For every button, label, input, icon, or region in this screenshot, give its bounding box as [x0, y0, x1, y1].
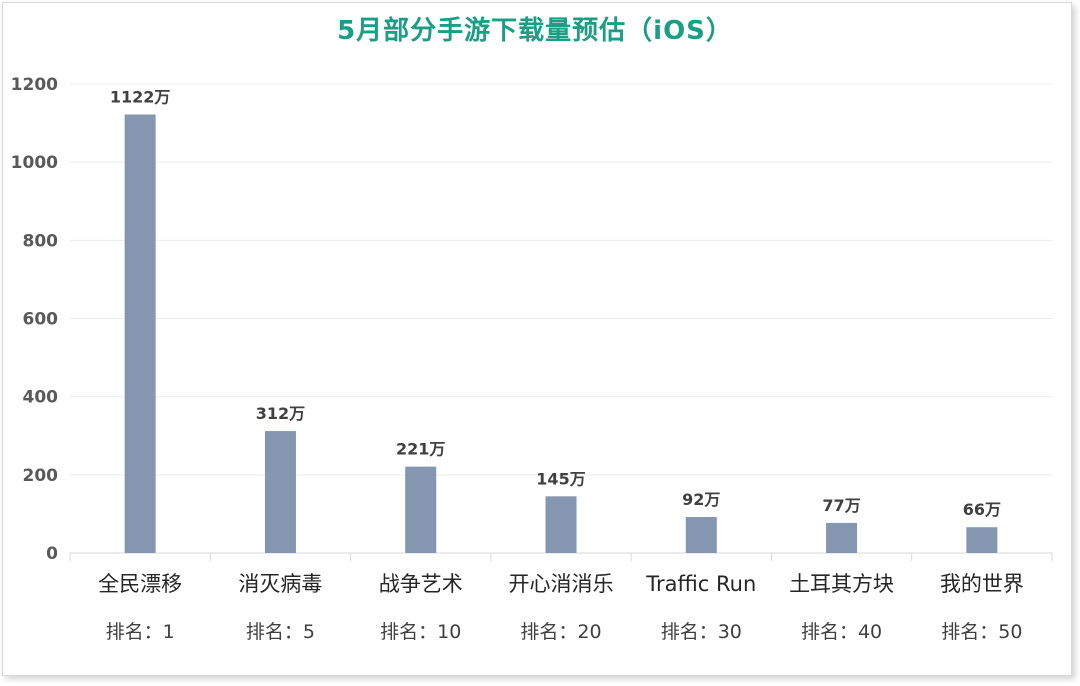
data-label: 66万 — [963, 500, 1001, 519]
rank-label: 排名：40 — [801, 621, 882, 643]
data-label: 312万 — [256, 404, 305, 423]
rank-label: 排名：50 — [941, 621, 1022, 643]
rank-label: 排名：30 — [661, 621, 742, 643]
category-label: 我的世界 — [940, 572, 1024, 596]
category-label: 开心消消乐 — [509, 572, 614, 596]
y-tick-label: 1000 — [11, 153, 58, 173]
category-label: 战争艺术 — [379, 572, 463, 596]
y-tick-label: 600 — [23, 310, 59, 330]
chart-frame — [2, 2, 1072, 676]
bar — [826, 522, 858, 553]
bar — [405, 466, 437, 553]
category-label: 消灭病毒 — [238, 572, 322, 596]
bar — [124, 114, 156, 554]
y-tick-label: 200 — [23, 466, 59, 486]
rank-label: 排名：5 — [246, 621, 315, 643]
rank-label: 排名：20 — [520, 621, 601, 643]
bar — [264, 431, 296, 553]
category-label: Traffic Run — [645, 572, 756, 596]
rank-label: 排名：10 — [380, 621, 461, 643]
bar — [685, 517, 717, 553]
rank-label: 排名：1 — [106, 621, 175, 643]
y-tick-label: 0 — [46, 544, 58, 564]
y-tick-label: 800 — [23, 231, 59, 251]
data-label: 1122万 — [110, 87, 171, 106]
bar — [966, 527, 998, 553]
bar — [545, 496, 577, 553]
y-tick-label: 1200 — [11, 75, 58, 95]
data-label: 221万 — [396, 440, 445, 459]
category-label: 全民漂移 — [98, 572, 182, 596]
category-label: 土耳其方块 — [789, 572, 894, 596]
data-label: 145万 — [536, 469, 585, 488]
y-tick-label: 400 — [23, 388, 59, 408]
data-label: 77万 — [822, 496, 860, 515]
chart-title: 5月部分手游下载量预估（iOS） — [337, 16, 733, 46]
data-label: 92万 — [682, 490, 720, 509]
